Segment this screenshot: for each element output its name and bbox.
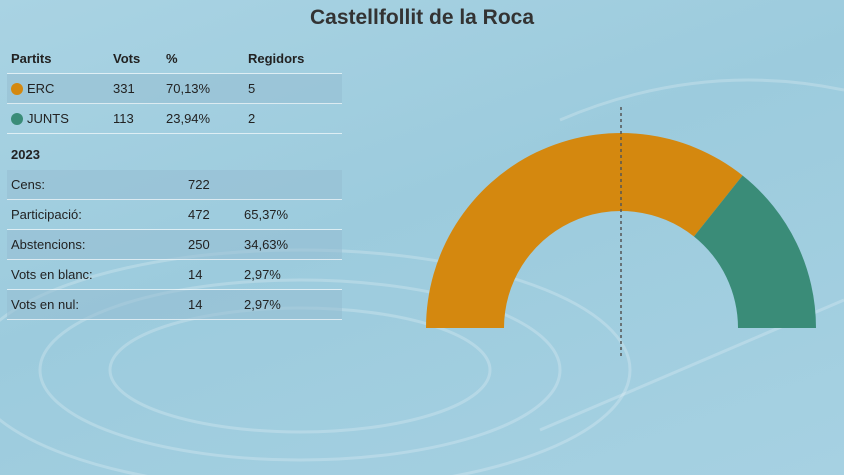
summary-pct: 65,37% (244, 207, 289, 222)
summary-table: 2023 Cens: 722 Participació: 472 65,37% … (7, 132, 342, 320)
party-name: ERC (27, 81, 55, 96)
header-votes: Vots (113, 51, 141, 66)
summary-value: 14 (188, 297, 203, 312)
party-name: JUNTS (27, 111, 69, 126)
summary-label: Abstencions: (11, 237, 86, 252)
summary-pct: 34,63% (244, 237, 289, 252)
summary-pct: 2,97% (244, 267, 281, 282)
table-row: Cens: 722 (7, 170, 342, 200)
table-row: Vots en blanc: 14 2,97% (7, 260, 342, 290)
summary-label: Participació: (11, 207, 82, 222)
summary-value: 722 (188, 177, 210, 192)
summary-label: Vots en nul: (11, 297, 79, 312)
party-pct: 70,13% (166, 81, 211, 96)
summary-pct: 2,97% (244, 297, 281, 312)
header-pct: % (166, 51, 178, 66)
party-color-dot (11, 113, 23, 125)
page-title: Castellfollit de la Roca (309, 6, 535, 29)
header-party: Partits (11, 51, 52, 66)
summary-label: Cens: (11, 177, 45, 192)
summary-value: 14 (188, 267, 203, 282)
summary-year: 2023 (11, 147, 40, 162)
party-votes: 113 (113, 111, 134, 126)
header-seats: Regidors (248, 51, 305, 66)
party-pct: 23,94% (166, 111, 211, 126)
summary-value: 250 (188, 237, 210, 252)
summary-value: 472 (188, 207, 210, 222)
results-table: Partits Vots % Regidors ERC 331 70,13% 5… (7, 44, 342, 134)
table-row: Vots en nul: 14 2,97% (7, 290, 342, 320)
seat-slice-erc (426, 132, 743, 328)
summary-label: Vots en blanc: (11, 267, 93, 282)
table-row: Participació: 472 65,37% (7, 200, 342, 230)
table-row: Abstencions: 250 34,63% (7, 230, 342, 260)
party-votes: 331 (113, 81, 135, 96)
seat-slice-junts (693, 175, 816, 328)
party-seats: 5 (248, 81, 256, 96)
party-seats: 2 (248, 111, 256, 126)
table-row: ERC 331 70,13% 5 (7, 74, 342, 104)
summary-year-row: 2023 (7, 132, 342, 170)
table-row: JUNTS 113 23,94% 2 (7, 104, 342, 134)
party-color-dot (11, 83, 23, 95)
results-table-header: Partits Vots % Regidors (7, 44, 342, 74)
